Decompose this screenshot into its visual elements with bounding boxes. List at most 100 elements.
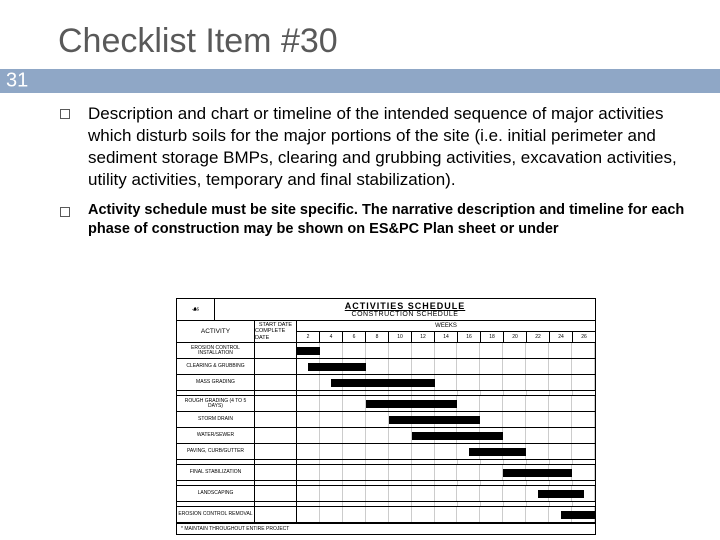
grid-cell	[320, 343, 343, 358]
row-date-col	[255, 460, 297, 464]
gantt-row: EROSION CONTROL INSTALLATION	[177, 343, 595, 359]
row-grid	[297, 502, 595, 506]
row-grid	[297, 391, 595, 395]
grid-cell	[389, 465, 412, 480]
grid-cell	[572, 359, 595, 374]
grid-cell	[297, 428, 320, 443]
gantt-row: ROUGH GRADING (4 TO 5 DAYS)	[177, 396, 595, 412]
grid-cell	[457, 375, 480, 390]
chart-header: ☙ ACTIVITIES SCHEDULE CONSTRUCTION SCHED…	[177, 299, 595, 321]
grid-cell	[435, 481, 458, 485]
grid-cell	[366, 507, 389, 522]
chart-title: ACTIVITIES SCHEDULE	[345, 301, 466, 311]
grid-cell	[503, 507, 526, 522]
row-date-col	[255, 343, 297, 358]
bullet-text: Activity schedule must be site specific.…	[88, 201, 690, 239]
grid-cell	[504, 481, 527, 485]
content-area: Description and chart or timeline of the…	[0, 93, 720, 239]
grid-cell	[297, 375, 320, 390]
grid-cell	[389, 460, 412, 464]
row-label	[177, 460, 255, 464]
grid-cell	[297, 507, 320, 522]
grid-cell	[526, 428, 549, 443]
grid-cell	[435, 507, 458, 522]
grid-cell	[366, 465, 389, 480]
grid-cell	[297, 460, 320, 464]
grid-cell	[480, 486, 503, 501]
grid-cell	[480, 507, 503, 522]
grid-cell	[343, 507, 366, 522]
grid-cell	[526, 343, 549, 358]
grid-cell	[389, 481, 412, 485]
row-label: PAVING, CURB/GUTTER	[177, 444, 255, 459]
week-number: 24	[550, 332, 573, 342]
row-grid	[297, 465, 595, 480]
grid-cell	[343, 428, 366, 443]
grid-cell	[527, 502, 550, 506]
row-label: EROSION CONTROL REMOVAL	[177, 507, 255, 522]
grid-cell	[297, 502, 320, 506]
grid-cell	[343, 412, 366, 427]
row-date-col	[255, 507, 297, 522]
activity-col-header: ACTIVITY	[177, 321, 255, 342]
week-number: 12	[412, 332, 435, 342]
grid-cell	[573, 460, 595, 464]
grid-cell	[480, 375, 503, 390]
gantt-bar	[561, 511, 595, 519]
grid-cell	[457, 486, 480, 501]
grid-cell	[366, 412, 389, 427]
grid-cell	[526, 375, 549, 390]
grid-cell	[457, 465, 480, 480]
grid-cell	[320, 391, 343, 395]
grid-cell	[366, 486, 389, 501]
grid-cell	[366, 391, 389, 395]
chart-footnote: * MAINTAIN THROUGHOUT ENTIRE PROJECT	[177, 523, 595, 534]
gantt-row: CLEARING & GRUBBING	[177, 359, 595, 375]
grid-cell	[549, 396, 572, 411]
grid-cell	[481, 391, 504, 395]
grid-cell	[503, 343, 526, 358]
grid-cell	[435, 486, 458, 501]
grid-cell	[480, 465, 503, 480]
row-label	[177, 391, 255, 395]
grid-cell	[573, 502, 595, 506]
row-grid	[297, 359, 595, 374]
row-grid	[297, 396, 595, 411]
grid-cell	[366, 481, 389, 485]
grid-cell	[389, 486, 412, 501]
grid-cell	[550, 502, 573, 506]
grid-cell	[389, 502, 412, 506]
grid-cell	[435, 444, 458, 459]
grid-cell	[480, 359, 503, 374]
grid-cell	[572, 375, 595, 390]
grid-cell	[412, 507, 435, 522]
grid-cell	[343, 460, 366, 464]
gantt-row: WATER/SEWER	[177, 428, 595, 444]
week-number: 18	[481, 332, 504, 342]
row-grid	[297, 486, 595, 501]
row-label: STORM DRAIN	[177, 412, 255, 427]
grid-cell	[526, 444, 549, 459]
grid-cell	[550, 391, 573, 395]
row-date-col	[255, 375, 297, 390]
grid-cell	[504, 502, 527, 506]
grid-cell	[320, 465, 343, 480]
grid-cell	[389, 359, 412, 374]
grid-cell	[503, 375, 526, 390]
grid-cell	[297, 481, 320, 485]
weeks-header: WEEKS 2468101214161820222426	[297, 321, 595, 342]
row-label: CLEARING & GRUBBING	[177, 359, 255, 374]
grid-cell	[527, 391, 550, 395]
grid-cell	[435, 359, 458, 374]
chart-subtitle: CONSTRUCTION SCHEDULE	[352, 311, 459, 318]
grid-cell	[572, 343, 595, 358]
grid-cell	[412, 502, 435, 506]
grid-cell	[526, 359, 549, 374]
row-date-col	[255, 412, 297, 427]
grid-cell	[503, 359, 526, 374]
gantt-bar	[538, 490, 584, 498]
grid-cell	[549, 428, 572, 443]
grid-cell	[503, 412, 526, 427]
row-date-col	[255, 359, 297, 374]
grid-cell	[550, 481, 573, 485]
